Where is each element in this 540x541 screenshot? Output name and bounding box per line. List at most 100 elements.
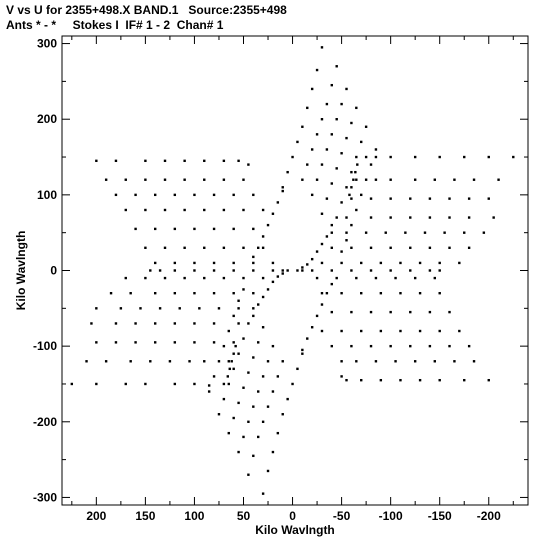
uv-point xyxy=(428,246,432,250)
uv-point xyxy=(203,178,206,181)
plot-frame xyxy=(61,35,529,506)
uv-point xyxy=(413,276,417,280)
uv-point xyxy=(335,118,338,121)
uv-point xyxy=(158,307,162,310)
uv-point xyxy=(389,246,392,250)
uv-point xyxy=(350,223,353,227)
uv-point xyxy=(428,197,432,200)
uv-point xyxy=(315,314,319,318)
uv-point xyxy=(144,159,147,163)
uv-point xyxy=(232,193,235,197)
uv-point xyxy=(178,307,181,310)
uv-point xyxy=(340,261,343,265)
uv-point xyxy=(335,276,338,280)
uv-point xyxy=(306,337,309,340)
uv-point xyxy=(163,178,167,181)
uv-point xyxy=(306,263,309,266)
uv-point xyxy=(281,272,284,275)
uv-point xyxy=(409,216,412,219)
y-tick-label: -100 xyxy=(33,339,57,353)
uv-point xyxy=(340,291,343,295)
uv-point xyxy=(399,261,402,265)
uv-point xyxy=(247,163,250,166)
uv-point xyxy=(173,193,177,197)
uv-point xyxy=(310,269,314,272)
uv-point xyxy=(193,382,196,386)
uv-point xyxy=(114,193,118,197)
uv-point xyxy=(129,360,132,363)
uv-point xyxy=(163,246,167,250)
y-tick-label: 100 xyxy=(37,188,57,202)
uv-point xyxy=(320,291,324,295)
uv-point xyxy=(222,246,226,250)
uv-point xyxy=(310,257,314,261)
uv-point xyxy=(340,152,343,155)
uv-point xyxy=(325,291,329,295)
uv-point xyxy=(242,276,245,280)
uv-point xyxy=(463,378,466,382)
uv-point xyxy=(144,208,147,212)
uv-point xyxy=(394,276,397,280)
uv-point xyxy=(360,329,363,333)
x-tick-label: -50 xyxy=(333,509,351,523)
uv-point xyxy=(237,352,240,355)
uv-point xyxy=(183,178,186,181)
uv-point xyxy=(237,159,240,163)
uv-point xyxy=(261,420,265,423)
uv-point xyxy=(154,261,157,265)
uv-point xyxy=(433,178,436,181)
uv-point xyxy=(173,322,177,325)
uv-point xyxy=(237,450,240,454)
uv-point xyxy=(271,261,275,265)
uv-point xyxy=(286,397,289,401)
uv-point xyxy=(374,276,378,280)
uv-point xyxy=(242,288,245,291)
uv-point xyxy=(173,227,177,231)
uv-point xyxy=(227,431,230,435)
uv-point xyxy=(453,360,456,363)
uv-point xyxy=(340,375,343,378)
uv-point xyxy=(374,178,378,181)
uv-point xyxy=(409,269,412,272)
uv-point xyxy=(232,341,235,344)
uv-point xyxy=(428,310,432,314)
uv-point xyxy=(369,163,373,166)
uv-point xyxy=(281,413,284,416)
uv-point xyxy=(448,310,451,314)
uv-point xyxy=(234,344,237,348)
uv-point xyxy=(212,341,216,344)
uv-point xyxy=(257,390,260,393)
uv-point xyxy=(252,193,255,197)
uv-point xyxy=(360,193,363,197)
uv-point xyxy=(144,276,147,280)
uv-point xyxy=(266,288,270,291)
uv-point xyxy=(374,155,378,159)
uv-point xyxy=(227,382,230,386)
uv-point xyxy=(124,382,127,386)
uv-point xyxy=(217,413,221,416)
uv-point xyxy=(257,303,260,306)
uv-point xyxy=(203,208,206,212)
uv-point xyxy=(482,231,486,234)
uv-point xyxy=(222,382,226,386)
uv-point xyxy=(384,231,387,234)
uv-point xyxy=(222,208,226,212)
uv-point xyxy=(242,178,245,181)
y-axis: 300 200 100 0 -100 -200 -300 xyxy=(33,37,528,504)
uv-point xyxy=(448,344,451,348)
uv-point xyxy=(281,189,284,193)
uv-point xyxy=(232,416,235,420)
uv-point xyxy=(350,246,353,250)
uv-point xyxy=(364,178,368,181)
uv-point xyxy=(124,178,127,181)
uv-point xyxy=(428,216,432,219)
uv-point xyxy=(173,261,177,265)
uv-point xyxy=(301,348,304,352)
uv-point xyxy=(418,329,422,333)
uv-point xyxy=(271,269,275,272)
uv-point xyxy=(104,360,108,363)
uv-point xyxy=(350,197,353,200)
uv-point xyxy=(463,231,466,234)
uv-point xyxy=(350,344,353,348)
y-tick-label: -300 xyxy=(33,490,57,504)
